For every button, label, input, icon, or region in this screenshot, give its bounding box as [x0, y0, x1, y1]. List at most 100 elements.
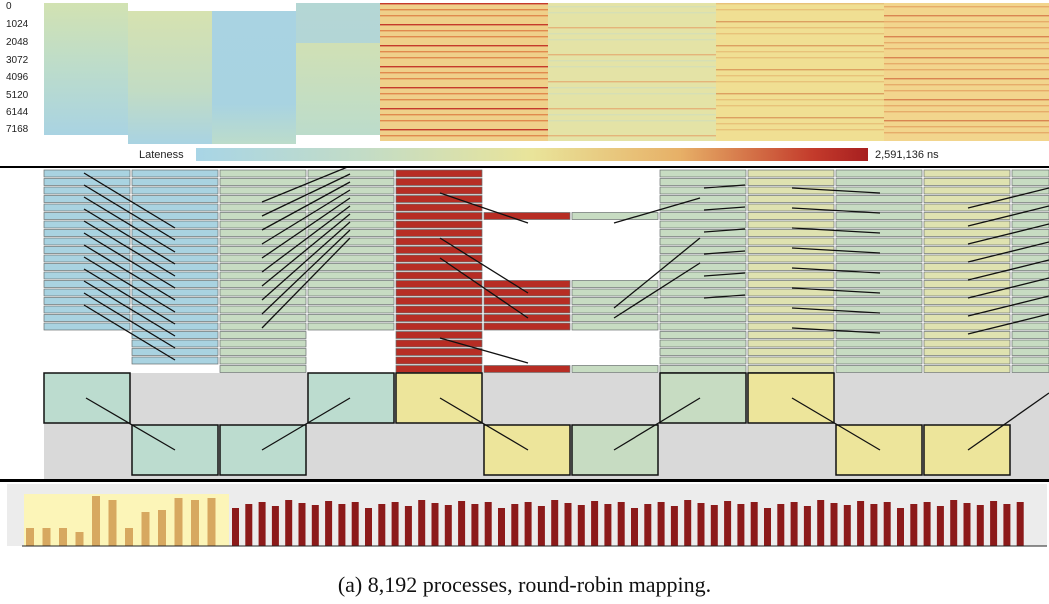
message-line	[261, 229, 351, 315]
process-row	[835, 237, 923, 246]
message-line	[261, 205, 351, 273]
process-row	[923, 297, 1011, 305]
process-row	[1011, 212, 1049, 220]
process-row	[835, 356, 923, 365]
heat-stripe	[548, 33, 716, 35]
process-row	[835, 331, 923, 339]
heat-stripe	[548, 27, 716, 29]
process-row	[659, 237, 747, 246]
heat-stripe	[380, 3, 548, 5]
process-row	[219, 331, 307, 339]
heat-stripe	[380, 78, 548, 80]
bar	[737, 504, 745, 546]
bar	[790, 502, 798, 546]
process-row	[395, 356, 483, 365]
bar	[404, 506, 412, 546]
process-row	[395, 322, 483, 331]
message-timeline	[43, 168, 1049, 479]
process-row	[923, 220, 1011, 229]
process-row	[659, 365, 747, 373]
heat-stripe	[548, 12, 716, 14]
process-row	[219, 314, 307, 322]
bar	[524, 502, 532, 546]
heat-stripe	[380, 24, 548, 26]
process-row	[483, 280, 571, 288]
heat-stripe	[884, 69, 1049, 71]
process-row	[1011, 178, 1049, 186]
process-row	[923, 237, 1011, 246]
process-row	[747, 229, 835, 237]
process-row	[747, 203, 835, 212]
bar	[511, 504, 519, 546]
message-line	[83, 268, 176, 325]
heat-stripe	[548, 108, 716, 110]
heat-stripe	[884, 57, 1049, 59]
section-divider	[0, 479, 1049, 482]
process-row	[747, 348, 835, 356]
message-line	[703, 250, 746, 255]
y-axis-label: 1024	[6, 19, 29, 30]
process-row	[659, 246, 747, 254]
message-line	[261, 173, 351, 217]
process-row	[307, 297, 395, 305]
message-line	[703, 228, 746, 233]
bar	[750, 502, 758, 546]
message-line	[261, 197, 351, 259]
message-line	[791, 307, 881, 314]
bar	[258, 502, 266, 546]
message-line	[83, 220, 176, 277]
heat-stripe	[380, 66, 548, 68]
message-line	[83, 232, 176, 289]
process-row	[747, 220, 835, 229]
heat-stripe	[380, 72, 548, 74]
message-line	[439, 397, 529, 451]
bar	[617, 502, 625, 546]
bar	[325, 501, 333, 546]
process-row	[659, 263, 747, 271]
heat-block	[548, 3, 716, 141]
process-row	[131, 203, 219, 212]
process-row	[1011, 348, 1049, 356]
process-row	[219, 203, 307, 212]
process-row	[219, 356, 307, 365]
process-row	[307, 203, 395, 212]
process-row	[219, 263, 307, 271]
process-row	[131, 195, 219, 203]
message-line	[261, 221, 351, 301]
process-row	[1011, 280, 1049, 288]
bar	[191, 500, 199, 546]
message-line	[261, 213, 351, 287]
heat-stripe	[716, 57, 884, 59]
message-line	[967, 259, 1049, 281]
heat-block	[212, 11, 296, 144]
heat-stripe	[716, 21, 884, 23]
aggregate-box	[923, 424, 1011, 476]
message-line	[703, 272, 746, 277]
process-row	[571, 288, 659, 297]
process-row	[571, 322, 659, 331]
bar	[311, 505, 319, 546]
message-line	[791, 287, 881, 294]
heat-stripe	[716, 69, 884, 71]
process-row	[659, 322, 747, 331]
bar	[724, 501, 732, 546]
process-row	[923, 322, 1011, 331]
bar	[857, 501, 865, 546]
process-row	[395, 297, 483, 305]
message-line	[791, 247, 881, 254]
process-row	[43, 288, 131, 297]
heat-stripe	[716, 99, 884, 101]
y-axis-label: 7168	[6, 124, 29, 135]
process-row	[307, 186, 395, 195]
heat-stripe	[548, 6, 716, 8]
process-row	[219, 186, 307, 195]
heat-stripe	[716, 105, 884, 107]
process-row	[131, 237, 219, 246]
process-row	[659, 288, 747, 297]
process-row	[1011, 365, 1049, 373]
process-row	[659, 229, 747, 237]
process-row	[835, 365, 923, 373]
bar	[883, 502, 891, 546]
process-row	[219, 339, 307, 348]
bar	[697, 503, 705, 546]
